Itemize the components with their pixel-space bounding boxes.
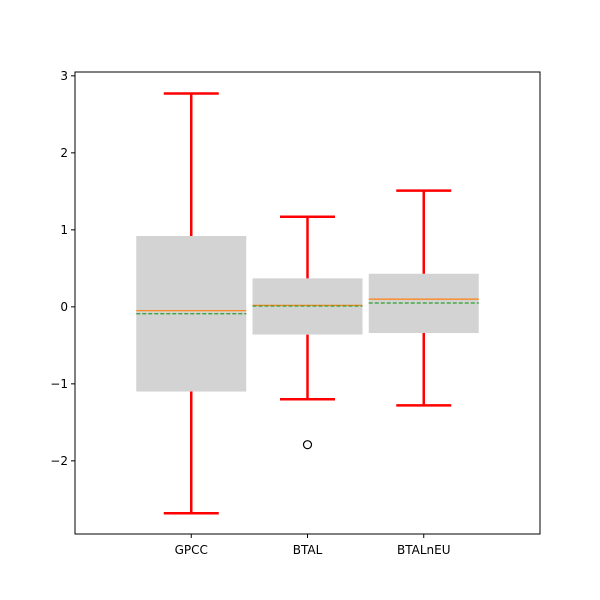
x-tick-label: GPCC [175, 543, 208, 557]
plot-marks [136, 92, 479, 515]
y-tick-label: 0 [60, 300, 68, 314]
y-tick-label: −1 [50, 377, 68, 391]
box-group-btalneu [368, 189, 479, 407]
y-tick-label: −2 [50, 454, 68, 468]
x-tick-label: BTALnEU [397, 543, 451, 557]
y-tick-label: 1 [60, 223, 68, 237]
outlier-point [302, 440, 313, 450]
y-tick-label: 3 [60, 69, 68, 83]
y-tick-label: 2 [60, 146, 68, 160]
x-tick-label: BTAL [293, 543, 323, 557]
box-group-gpcc [136, 92, 247, 515]
x-axis: GPCC BTAL BTALnEU [175, 534, 451, 557]
y-axis: 3 2 1 0 −1 −2 [50, 69, 75, 468]
box-group-btal [252, 215, 363, 450]
